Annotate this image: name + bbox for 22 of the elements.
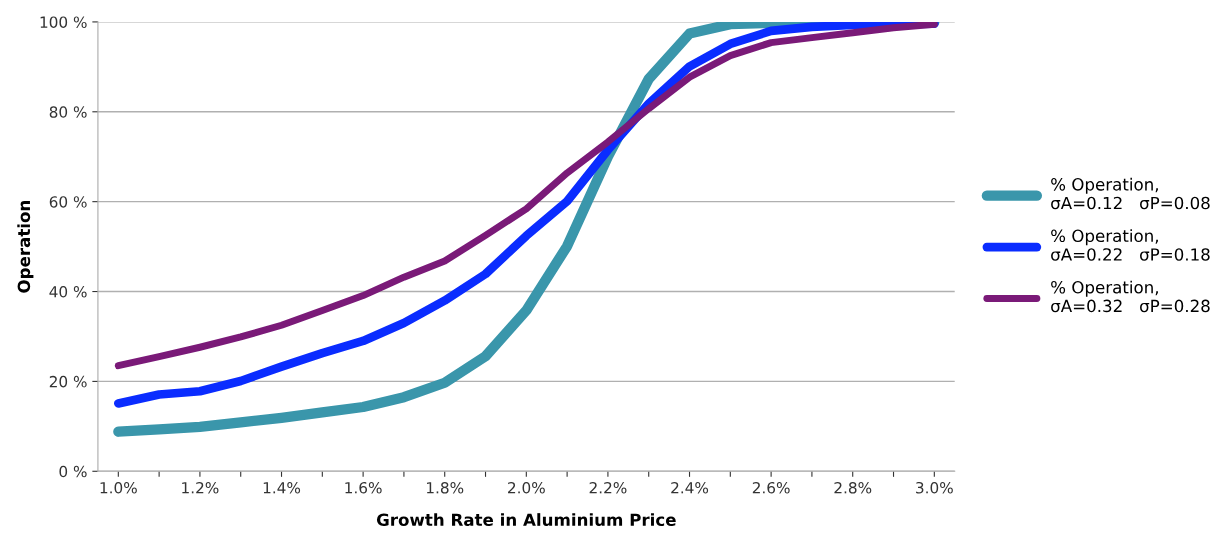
x-tick-label: 3.0%	[916, 481, 953, 494]
x-axis-title: Growth Rate in Aluminium Price	[376, 513, 676, 527]
x-tick-label: 1.4%	[263, 481, 301, 494]
x-tick-label: 2.6%	[752, 481, 790, 494]
x-tick-label: 2.4%	[671, 481, 709, 494]
x-tick-label: 1.6%	[345, 481, 382, 494]
x-tick-label: 2.2%	[589, 481, 627, 494]
x-tick-label: 1.0%	[100, 481, 137, 494]
y-axis-title: Operation	[17, 200, 34, 293]
legend-label: % Operation, σA=0.32 σP=0.28	[1051, 280, 1210, 313]
x-tick-label: 2.0%	[508, 481, 545, 494]
y-tick-label: 40 %	[49, 286, 87, 298]
y-tick-label: 20 %	[49, 375, 87, 388]
legend-label: % Operation, σA=0.22 σP=0.18	[1051, 229, 1210, 261]
y-tick-label: 60 %	[49, 196, 87, 208]
y-tick-label: 100 %	[40, 16, 87, 28]
y-tick-label: 0 %	[59, 465, 87, 478]
x-tick-label: 1.8%	[426, 481, 464, 494]
legend-label: % Operation, σA=0.12 σP=0.08	[1051, 177, 1210, 210]
y-tick-label: 80 %	[49, 106, 87, 118]
x-tick-label: 1.2%	[182, 481, 219, 494]
x-tick-label: 2.8%	[834, 481, 872, 494]
